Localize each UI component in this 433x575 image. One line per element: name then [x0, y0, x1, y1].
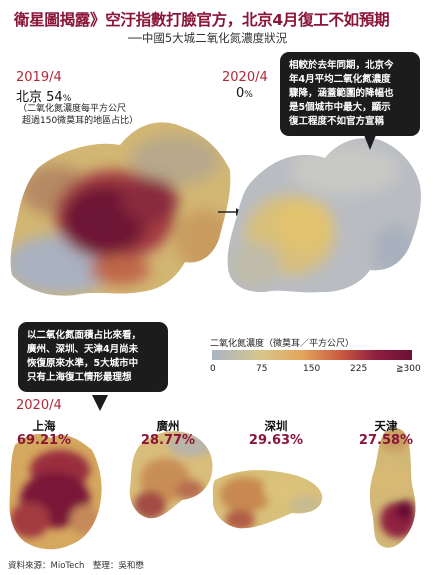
city-pct-tianjin: 27.58%: [358, 433, 414, 448]
callout-line: 廣州、深圳、天津4月尚未: [27, 344, 139, 355]
beijing-note: （二氧化氮濃度每平方公尺 超過150微莫耳的地區占比）: [18, 103, 138, 127]
legend-tick: 75: [256, 364, 268, 374]
beijing-2019-map: [10, 122, 231, 296]
beijing-2019-year: 2019/4: [16, 70, 62, 85]
beijing-2019-pct-unit: %: [62, 94, 72, 104]
legend-tick: 0: [210, 364, 216, 374]
callout-line: 恢復原來水準，5大城市中: [27, 358, 139, 369]
cities-callout: 以二氧化氮面積占比來看， 廣州、深圳、天津4月尚未 恢復原來水準，5大城市中 只…: [18, 322, 168, 392]
city-pct-guangzhou: 28.77%: [140, 433, 196, 448]
shanghai-map: [9, 434, 102, 550]
callout-line: 相較於去年同期，北京今: [289, 60, 394, 71]
city-pct-shanghai: 69.21%: [16, 433, 72, 448]
callout-line: 是5個城市中最大，顯示: [289, 102, 391, 113]
beijing-2020-pct-unit: %: [244, 90, 253, 100]
source-credit: 資料來源：MioTech 整理：吳和懋: [8, 561, 144, 571]
callout-line: 年4月平均二氧化氮濃度: [289, 74, 391, 85]
beijing-note-line: （二氧化氮濃度每平方公尺: [18, 104, 127, 114]
cities-year: 2020/4: [16, 398, 62, 413]
city-name-guangzhou: 廣州: [156, 419, 180, 433]
shenzhen-map: [212, 470, 323, 529]
legend-title: 二氧化氮濃度（微莫耳／平方公尺）: [210, 339, 355, 349]
city-name-shanghai: 上海: [32, 419, 56, 433]
legend-tick: ≧300: [396, 364, 421, 374]
city-name-tianjin: 天津: [374, 419, 398, 433]
beijing-2020-year: 2020/4: [222, 70, 268, 85]
callout-pointer: [362, 130, 378, 150]
callout-line: 驟降，涵蓋範圍的降幅也: [289, 88, 394, 99]
city-name-shenzhen: 深圳: [264, 419, 288, 433]
callout-line: 只有上海復工情形最理想: [27, 372, 132, 383]
page-title: 衛星圖揭露》空汙指數打臉官方，北京4月復工不如預期: [14, 11, 390, 29]
beijing-2020-pct: 0: [236, 86, 245, 101]
legend-color-bar: [212, 350, 412, 360]
city-pct-shenzhen: 29.63%: [248, 433, 304, 448]
beijing-2020-map: [227, 138, 421, 293]
cities-callout-pointer: [92, 395, 108, 411]
beijing-2019-label: 北京 54%: [16, 86, 71, 105]
callout-line: 以二氧化氮面積占比來看，: [27, 330, 142, 341]
beijing-callout: 相較於去年同期，北京今 年4月平均二氧化氮濃度 驟降，涵蓋範圍的降幅也 是5個城…: [280, 52, 420, 136]
beijing-2019-pct: 54: [46, 90, 63, 105]
legend-tick: 150: [303, 364, 321, 374]
beijing-2020-label: 0%: [236, 86, 253, 101]
beijing-note-line: 超過150微莫耳的地區占比）: [22, 116, 139, 126]
legend-tick: 225: [350, 364, 368, 374]
callout-line: 復工程度不如官方宣稱: [289, 116, 385, 127]
tianjin-map: [369, 428, 416, 548]
beijing-city-name: 北京: [16, 90, 43, 105]
page-subtitle: ──中國5大城二氧化氮濃度狀況: [128, 31, 288, 45]
